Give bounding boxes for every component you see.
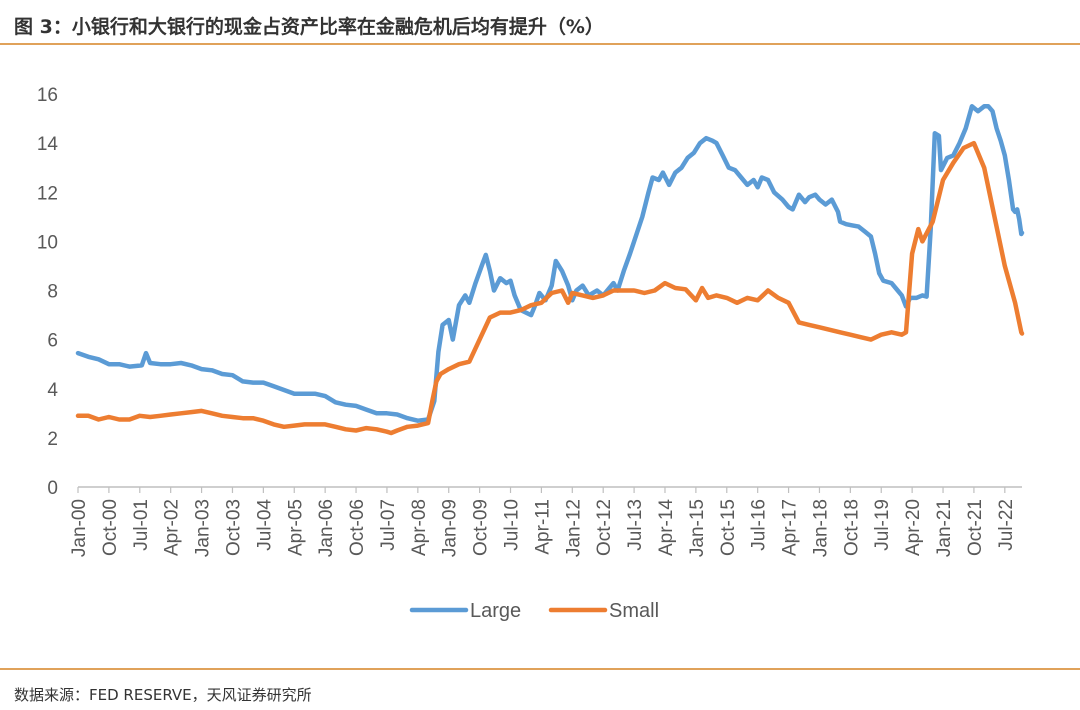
x-tick-label: Jan-03 <box>193 499 214 557</box>
x-tick-label: Oct-21 <box>965 499 986 556</box>
x-tick-label: Apr-17 <box>780 499 801 556</box>
x-tick-label: Oct-03 <box>223 499 244 556</box>
y-tick-label: 10 <box>37 232 58 253</box>
y-axis-labels: 0 2 4 6 8 10 12 14 16 <box>37 85 59 499</box>
legend: Large Small <box>409 600 659 622</box>
x-tick-label: Jul-19 <box>872 499 893 551</box>
x-tick-label: Jul-04 <box>254 499 275 551</box>
x-tick-label: Oct-09 <box>471 499 492 556</box>
x-axis-labels: Jan-00 Oct-00 Jul-01 Apr-02 Jan-03 Oct-03 Jul-… <box>69 499 1017 558</box>
x-tick-label: Apr-20 <box>903 499 924 556</box>
x-axis <box>77 486 1022 493</box>
y-tick-label: 8 <box>47 282 58 303</box>
x-tick-label: Apr-08 <box>409 499 430 556</box>
footer-divider <box>0 668 1080 670</box>
x-tick-label: Jul-16 <box>749 499 770 551</box>
x-tick-label: Oct-12 <box>594 499 615 556</box>
x-tick-label: Jan-15 <box>687 499 708 557</box>
source-note: 数据来源：FED RESERVE，天风证券研究所 <box>14 686 312 704</box>
series-lines <box>75 104 1025 436</box>
series-line-large <box>75 104 1025 423</box>
x-tick-label: Apr-11 <box>532 499 553 555</box>
legend-label-small: Small <box>609 600 659 622</box>
y-tick-label: 16 <box>37 85 58 106</box>
series-line-small <box>75 140 1025 436</box>
x-tick-label: Jul-01 <box>131 499 152 551</box>
x-tick-label: Oct-18 <box>841 499 862 556</box>
x-tick-label: Jul-07 <box>378 499 399 551</box>
x-tick-label: Jan-21 <box>934 499 955 557</box>
x-tick-label: Jan-00 <box>69 499 90 557</box>
x-tick-label: Jan-12 <box>563 499 584 557</box>
x-tick-label: Apr-14 <box>656 499 677 556</box>
x-tick-label: Oct-00 <box>100 499 121 556</box>
y-tick-label: 0 <box>47 478 58 499</box>
y-tick-label: 14 <box>37 134 59 155</box>
y-tick-label: 2 <box>47 429 58 450</box>
x-tick-label: Apr-02 <box>162 499 183 556</box>
header-divider <box>0 43 1080 45</box>
x-tick-label: Jan-09 <box>440 499 461 557</box>
x-tick-label: Jul-13 <box>625 499 646 551</box>
y-tick-label: 4 <box>47 380 58 401</box>
legend-label-large: Large <box>470 600 521 622</box>
x-tick-label: Jul-22 <box>996 499 1017 551</box>
x-tick-label: Oct-15 <box>718 499 739 556</box>
x-tick-label: Jan-06 <box>316 499 337 557</box>
x-tick-label: Oct-06 <box>347 499 368 556</box>
chart-title: 图 3：小银行和大银行的现金占资产比率在金融危机后均有提升（%） <box>14 16 604 38</box>
x-tick-label: Jan-18 <box>810 499 831 557</box>
y-tick-label: 12 <box>37 183 58 204</box>
y-tick-label: 6 <box>47 331 58 352</box>
x-tick-label: Jul-10 <box>502 499 523 551</box>
x-tick-label: Apr-05 <box>285 499 306 556</box>
